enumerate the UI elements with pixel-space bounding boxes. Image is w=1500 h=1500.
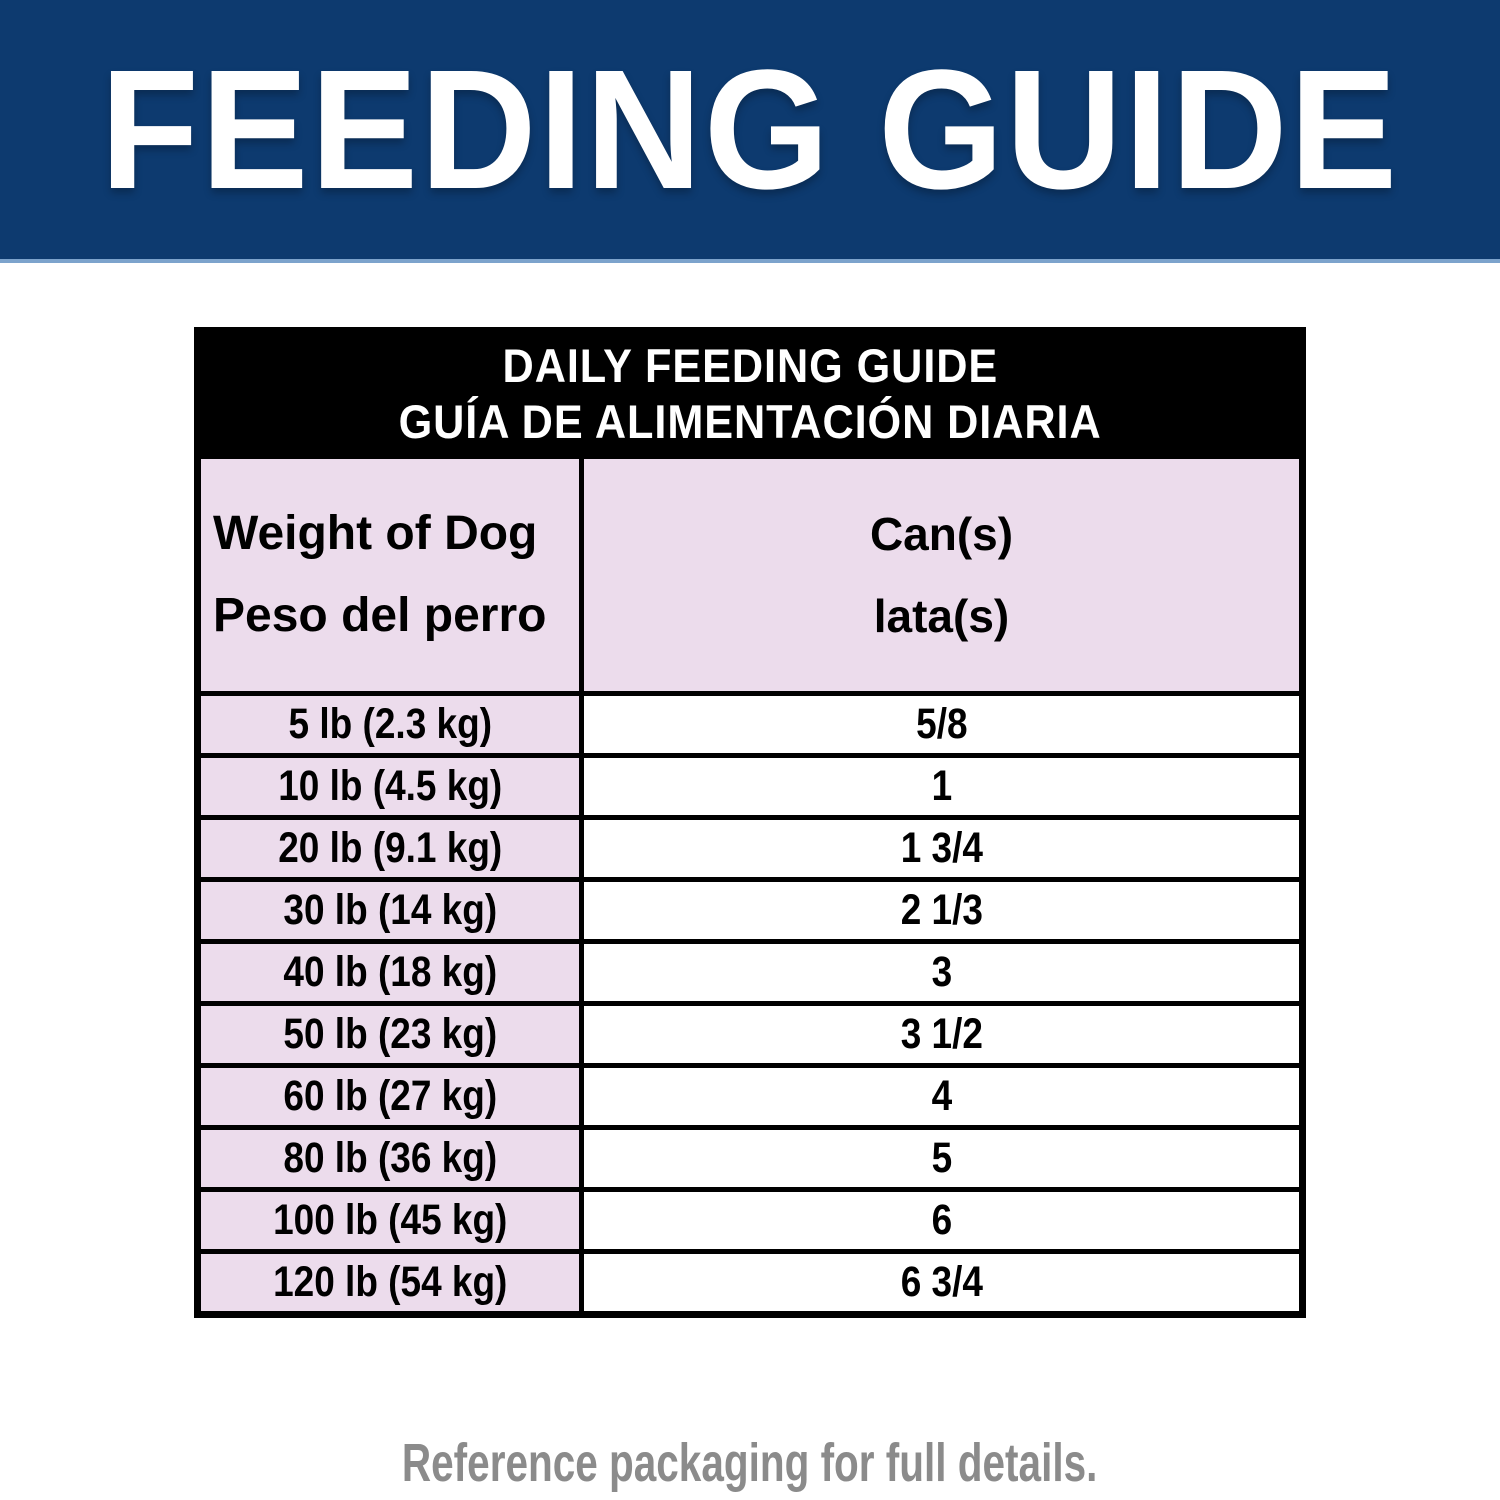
table-title-en: DAILY FEEDING GUIDE: [202, 338, 1298, 394]
cans-cell: 4: [579, 1063, 1305, 1130]
weight-cell-text: 40 lb (18 kg): [283, 948, 497, 996]
weight-cell: 80 lb (36 kg): [195, 1125, 584, 1192]
weight-cell: 10 lb (4.5 kg): [195, 753, 584, 820]
table-row: 50 lb (23 kg) 3 1/2: [195, 1001, 1305, 1068]
cans-cell-text: 5: [931, 1134, 952, 1182]
cans-cell: 6 3/4: [579, 1249, 1305, 1317]
cans-cell-text: 1 3/4: [900, 824, 983, 872]
weight-column-label-es: Peso del perro: [213, 589, 547, 642]
table-row: 40 lb (18 kg) 3: [195, 939, 1305, 1006]
weight-cell-text: 5 lb (2.3 kg): [288, 700, 492, 748]
weight-cell-text: 60 lb (27 kg): [283, 1072, 497, 1120]
table-title-band: DAILY FEEDING GUIDE GUÍA DE ALIMENTACIÓN…: [195, 328, 1305, 459]
table-row: 80 lb (36 kg) 5: [195, 1125, 1305, 1192]
cans-cell: 5/8: [579, 691, 1305, 758]
weight-cell: 60 lb (27 kg): [195, 1063, 584, 1130]
cans-cell: 5: [579, 1125, 1305, 1192]
weight-cell: 30 lb (14 kg): [195, 877, 584, 944]
cans-cell: 1: [579, 753, 1305, 820]
weight-cell-text: 50 lb (23 kg): [283, 1010, 497, 1058]
cans-cell-text: 5/8: [915, 700, 968, 748]
banner: FEEDING GUIDE: [0, 0, 1500, 263]
cans-cell: 1 3/4: [579, 815, 1305, 882]
cans-cell: 3: [579, 939, 1305, 1006]
weight-cell: 120 lb (54 kg): [195, 1249, 584, 1317]
weight-cell-text: 10 lb (4.5 kg): [277, 762, 503, 810]
weight-cell: 100 lb (45 kg): [195, 1187, 584, 1254]
table-row: 20 lb (9.1 kg) 1 3/4: [195, 815, 1305, 882]
cans-cell-text: 4: [931, 1072, 952, 1120]
cans-cell-text: 6 3/4: [900, 1258, 983, 1306]
page-title: FEEDING GUIDE: [100, 34, 1400, 225]
weight-cell-text: 30 lb (14 kg): [283, 886, 497, 934]
weight-cell: 50 lb (23 kg): [195, 1001, 584, 1068]
table-title-en-text: DAILY FEEDING GUIDE: [502, 339, 998, 392]
table-row: 120 lb (54 kg) 6 3/4: [195, 1249, 1305, 1317]
weight-cell-text: 80 lb (36 kg): [283, 1134, 497, 1182]
weight-cell: 20 lb (9.1 kg): [195, 815, 584, 882]
cans-cell-text: 3 1/2: [900, 1010, 983, 1058]
cans-column-header: Can(s) lata(s): [579, 454, 1305, 696]
table-row: 100 lb (45 kg) 6: [195, 1187, 1305, 1254]
cans-cell-text: 6: [931, 1196, 952, 1244]
table-title-row: DAILY FEEDING GUIDE GUÍA DE ALIMENTACIÓN…: [195, 328, 1305, 459]
weight-cell: 5 lb (2.3 kg): [195, 691, 584, 758]
table-row: 30 lb (14 kg) 2 1/3: [195, 877, 1305, 944]
cans-cell-text: 3: [931, 948, 952, 996]
table-body: 5 lb (2.3 kg) 5/8 10 lb (4.5 kg) 1 20 lb (9.…: [195, 691, 1305, 1317]
table-title-es: GUÍA DE ALIMENTACIÓN DIARIA: [202, 394, 1298, 450]
cans-column-label-en: Can(s): [869, 508, 1014, 560]
weight-column-header: Weight of Dog Peso del perro: [195, 454, 584, 696]
weight-cell-text: 20 lb (9.1 kg): [277, 824, 503, 872]
footer-note-text: Reference packaging for full details.: [402, 1433, 1098, 1493]
column-header-row: Weight of Dog Peso del perro Can(s) lata…: [195, 454, 1305, 696]
cans-cell: 2 1/3: [579, 877, 1305, 944]
table-row: 5 lb (2.3 kg) 5/8: [195, 691, 1305, 758]
cans-cell: 3 1/2: [579, 1001, 1305, 1068]
table-row: 10 lb (4.5 kg) 1: [195, 753, 1305, 820]
weight-column-label-en: Weight of Dog: [213, 507, 538, 560]
footer-note: Reference packaging for full details.: [0, 1433, 1500, 1493]
cans-cell-text: 1: [931, 762, 952, 810]
cans-cell: 6: [579, 1187, 1305, 1254]
cans-column-label-es: lata(s): [873, 590, 1010, 642]
weight-cell: 40 lb (18 kg): [195, 939, 584, 1006]
table-title-es-text: GUÍA DE ALIMENTACIÓN DIARIA: [398, 395, 1102, 448]
daily-feeding-table: DAILY FEEDING GUIDE GUÍA DE ALIMENTACIÓN…: [194, 327, 1306, 1318]
weight-cell-text: 100 lb (45 kg): [272, 1196, 508, 1244]
table-row: 60 lb (27 kg) 4: [195, 1063, 1305, 1130]
cans-cell-text: 2 1/3: [900, 886, 983, 934]
weight-cell-text: 120 lb (54 kg): [272, 1258, 508, 1306]
